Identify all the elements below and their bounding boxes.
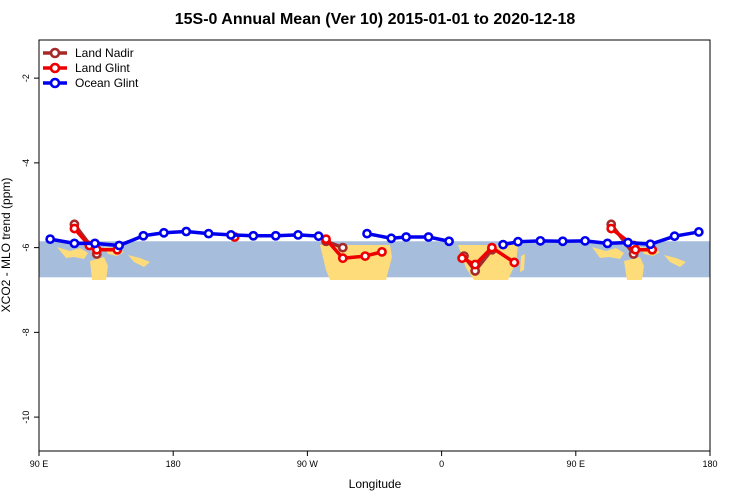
data-point-land-glint (337, 253, 348, 264)
data-point-land-glint (69, 223, 80, 234)
data-point-ocean-glint (513, 236, 523, 247)
data-point-ocean-glint (580, 235, 591, 246)
legend-label: Land Nadir (75, 46, 134, 60)
land-indonesia-left (57, 247, 88, 259)
legend-marker (49, 77, 61, 89)
data-point-ocean-glint (313, 231, 324, 242)
x-tick-label: 180 (702, 459, 717, 469)
legend-marker (49, 62, 61, 74)
data-point-ocean-glint (602, 238, 613, 249)
legend-marker (49, 47, 61, 59)
data-point-ocean-glint (69, 238, 80, 249)
x-tick-label: 90 W (297, 459, 319, 469)
data-point-ocean-glint (90, 238, 100, 249)
data-point-land-glint (470, 259, 481, 270)
data-point-land-glint (360, 251, 371, 261)
y-tick-label: -6 (21, 244, 31, 252)
data-point-ocean-glint (535, 235, 546, 246)
data-point-ocean-glint (557, 236, 568, 247)
land-islands-right (664, 255, 686, 267)
x-tick-label: 180 (166, 459, 181, 469)
x-axis-label: Longitude (349, 477, 402, 491)
data-point-ocean-glint (226, 230, 236, 240)
data-point-land-glint (487, 242, 497, 253)
data-point-land-glint (606, 223, 617, 234)
data-point-land-glint (630, 244, 641, 255)
data-point-ocean-glint (203, 228, 214, 239)
data-point-ocean-glint (444, 236, 454, 247)
legend-item-ocean-glint: Ocean Glint (43, 76, 139, 90)
land-islands-left (128, 255, 150, 267)
land-indonesia-right (592, 247, 624, 259)
data-point-ocean-glint (270, 230, 281, 241)
data-point-ocean-glint (645, 239, 656, 250)
data-point-land-glint (457, 253, 468, 264)
data-point-land-glint (377, 246, 387, 257)
x-tick-label: 0 (439, 459, 444, 469)
land-australia-left (90, 257, 108, 280)
data-point-ocean-glint (181, 226, 192, 237)
y-tick-label: -2 (21, 74, 31, 82)
data-point-land-nadir (337, 242, 348, 253)
legend-item-land-glint: Land Glint (43, 61, 130, 75)
data-point-ocean-glint (362, 228, 372, 239)
land-madagascar (520, 254, 525, 272)
legend-item-land-nadir: Land Nadir (43, 46, 134, 60)
data-point-ocean-glint (293, 230, 303, 240)
series-line-ocean-glint (502, 230, 700, 247)
data-point-ocean-glint (423, 232, 434, 242)
y-tick-label: -10 (21, 411, 31, 424)
data-point-ocean-glint (45, 234, 56, 245)
data-point-ocean-glint (386, 233, 397, 244)
data-point-ocean-glint (693, 227, 704, 237)
data-point-ocean-glint (669, 231, 680, 242)
series-ocean-glint (45, 226, 704, 251)
plot-frame (38, 39, 711, 452)
y-tick-label: -8 (21, 328, 31, 336)
data-point-ocean-glint (248, 230, 259, 241)
chart-title: 15S-0 Annual Mean (Ver 10) 2015-01-01 to… (175, 11, 576, 28)
legend-label: Land Glint (75, 61, 130, 75)
data-point-ocean-glint (623, 237, 633, 248)
y-axis-label: XCO2 - MLO trend (ppm) (0, 178, 13, 313)
axes: 90 E 180 90 W 0 90 E 180 -2 -4 -6 -8 -10 (21, 74, 718, 469)
series-line-land-glint (461, 245, 516, 267)
data-point-ocean-glint (498, 239, 509, 250)
data-point-ocean-glint (138, 230, 149, 241)
series-layer (45, 219, 704, 276)
data-point-ocean-glint (114, 240, 125, 251)
x-tick-label: 90 E (567, 459, 586, 469)
data-point-ocean-glint (401, 232, 412, 242)
y-tick-label: -4 (21, 159, 31, 167)
series-line-land-glint (324, 237, 383, 260)
x-tick-label: 90 E (30, 459, 49, 469)
data-point-ocean-glint (158, 227, 169, 238)
data-point-land-glint (321, 234, 331, 245)
series-land-glint (69, 223, 658, 270)
data-point-land-glint (509, 257, 520, 268)
legend-label: Ocean Glint (75, 76, 139, 90)
land-australia-right (624, 257, 644, 280)
